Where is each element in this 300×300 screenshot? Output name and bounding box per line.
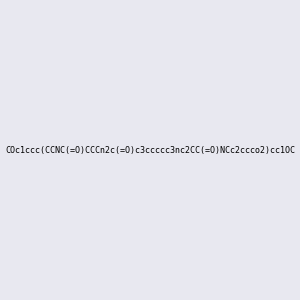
Text: COc1ccc(CCNC(=O)CCCn2c(=O)c3ccccc3nc2CC(=O)NCc2ccco2)cc1OC: COc1ccc(CCNC(=O)CCCn2c(=O)c3ccccc3nc2CC(… [5,146,295,154]
